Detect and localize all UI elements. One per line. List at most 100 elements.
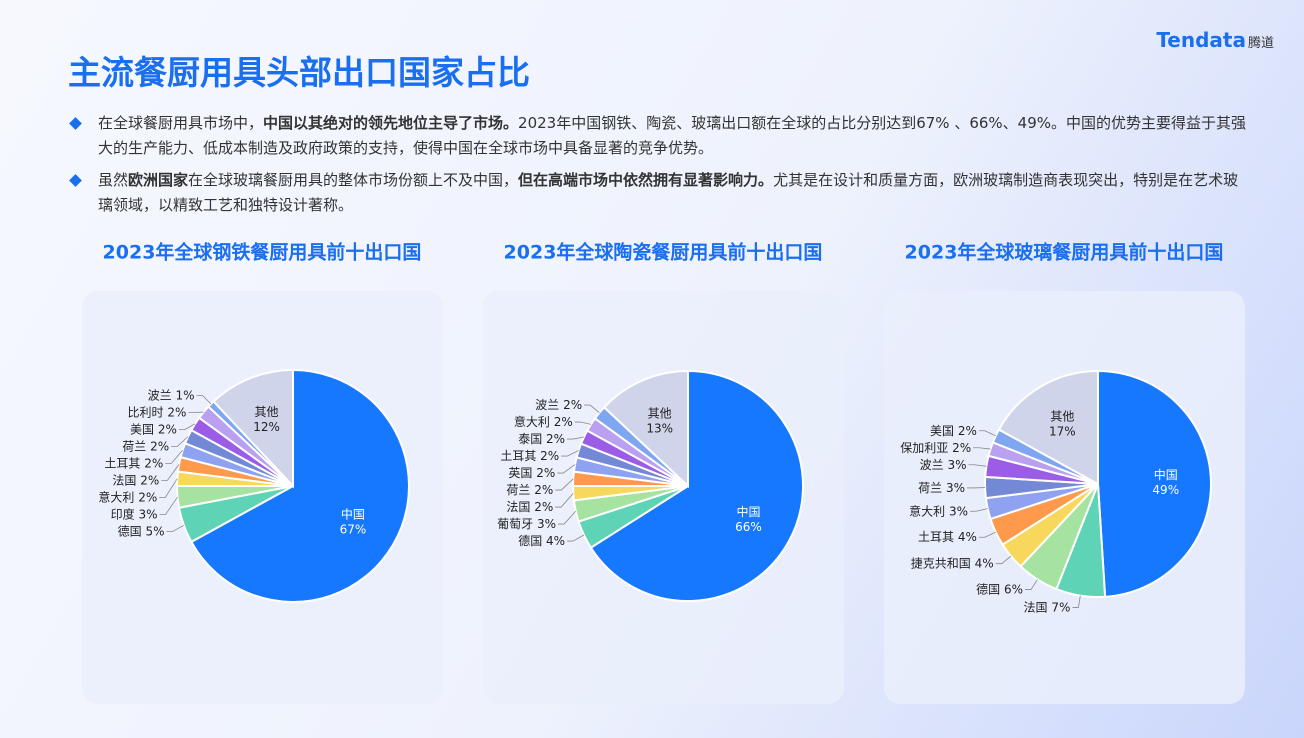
category-label: 中国 [736, 504, 760, 519]
value-label: 67% [340, 522, 367, 536]
leader-line [584, 404, 600, 414]
pie-slice [189, 368, 410, 603]
category-label: 荷兰 [506, 483, 530, 497]
slice-label: 波兰 2% [535, 398, 582, 412]
slice-label: 法国 2% [506, 500, 553, 514]
value-label: 5% [146, 524, 165, 538]
leader-line [970, 508, 988, 512]
leader-line [1025, 579, 1038, 590]
slice-label: 捷克共和国 4% [911, 556, 994, 570]
value-label: 2% [534, 500, 553, 514]
category-label: 意大利 [514, 414, 550, 429]
category-label: 土耳其 [104, 456, 140, 470]
leader-line [567, 436, 585, 440]
category-label: 美国 [130, 422, 154, 436]
slice-label: 其他 13% [646, 406, 673, 435]
bullet-text: 在全球玻璃餐厨用具的整体市场份额上不及中国， [188, 171, 519, 189]
value-label: 2% [150, 439, 169, 453]
value-label: 2% [140, 473, 159, 487]
value-label: 2% [144, 456, 163, 470]
value-label: 3% [947, 457, 966, 471]
value-label: 12% [253, 420, 280, 434]
value-label: 2% [952, 440, 971, 454]
category-label: 葡萄牙 [497, 517, 533, 531]
value-label: 2% [138, 490, 157, 504]
value-label: 1% [175, 388, 194, 402]
leader-line [196, 395, 212, 405]
slice-label: 英国 2% [508, 466, 555, 480]
slice-label: 意大利 2% [514, 414, 573, 429]
chart-title: 2023年全球钢铁餐厨用具前十出口国 [103, 241, 422, 264]
value-label: 6% [1004, 582, 1023, 596]
slide-title: 主流餐厨用具头部出口国家占比 [68, 53, 530, 92]
leader-line [159, 478, 178, 498]
value-label: 2% [540, 449, 559, 463]
slice-label: 印度 3% [111, 506, 158, 521]
category-label: 美国 [930, 423, 954, 437]
slice-label: 意大利 3% [909, 503, 968, 518]
slice-label: 美国 2% [930, 423, 977, 437]
category-label: 比利时 [127, 405, 163, 419]
leader-line [555, 478, 574, 491]
category-label: 波兰 [535, 398, 559, 412]
slice-label: 中国 67% [340, 506, 367, 536]
value-label: 4% [958, 530, 977, 544]
value-label: 2% [536, 466, 555, 480]
category-label: 荷兰 [918, 480, 942, 494]
slice-label: 土耳其 2% [104, 456, 163, 470]
bullet-text: 欧洲国家 [128, 171, 189, 189]
category-label: 波兰 [148, 388, 172, 402]
category-label: 法国 [112, 473, 136, 487]
category-label: 其他 [1050, 409, 1074, 423]
category-label: 意大利 [98, 489, 134, 504]
pie-slice [602, 369, 689, 489]
slice-label: 比利时 2% [127, 405, 186, 419]
slice-label: 葡萄牙 3% [497, 517, 556, 531]
category-label: 中国 [1154, 466, 1178, 481]
slice-label: 法国 2% [112, 473, 159, 487]
slice-label: 保加利亚 2% [900, 440, 971, 454]
slice-label: 中国 49% [1152, 466, 1179, 496]
bullet-text: 虽然 [98, 171, 129, 189]
leader-line [973, 447, 991, 450]
leader-line [166, 524, 185, 532]
pie-slice [212, 368, 294, 489]
category-label: 德国 [976, 581, 1000, 596]
slice-label: 土耳其 2% [500, 449, 559, 463]
category-label: 保加利亚 [900, 440, 948, 454]
slice-label: 荷兰 2% [506, 483, 553, 497]
slice-label: 荷兰 2% [122, 439, 169, 453]
value-label: 3% [949, 504, 968, 518]
pie-slice [997, 369, 1099, 486]
value-label: 4% [975, 556, 994, 570]
leader-line [161, 464, 180, 481]
category-label: 波兰 [920, 457, 944, 471]
value-label: 2% [958, 423, 977, 437]
category-label: 中国 [341, 506, 365, 521]
bullet-text: 中国以其绝对的领先地位主导了市场。 [263, 114, 519, 132]
slice-label: 波兰 1% [148, 388, 195, 402]
slice-label: 泰国 2% [518, 432, 565, 446]
slice-label: 中国 66% [735, 504, 762, 534]
value-label: 2% [554, 415, 573, 429]
leader-line [555, 492, 574, 508]
value-label: 13% [646, 421, 673, 435]
slice-label: 土耳其 4% [918, 530, 977, 544]
category-label: 英国 [508, 466, 532, 480]
pie-slice [589, 369, 804, 602]
leader-line [178, 423, 196, 430]
category-label: 泰国 [518, 432, 542, 446]
slice-label: 美国 2% [130, 422, 177, 436]
category-label: 捷克共和国 [911, 556, 971, 570]
category-label: 荷兰 [122, 439, 146, 453]
leader-line [561, 450, 579, 457]
slice-label: 意大利 2% [98, 489, 157, 504]
slice-label: 波兰 3% [920, 457, 967, 471]
value-label: 49% [1152, 482, 1179, 496]
category-label: 印度 [111, 506, 135, 521]
value-label: 3% [537, 517, 556, 531]
leader-line [574, 421, 591, 425]
leader-line [978, 531, 996, 538]
leader-line [567, 534, 585, 542]
